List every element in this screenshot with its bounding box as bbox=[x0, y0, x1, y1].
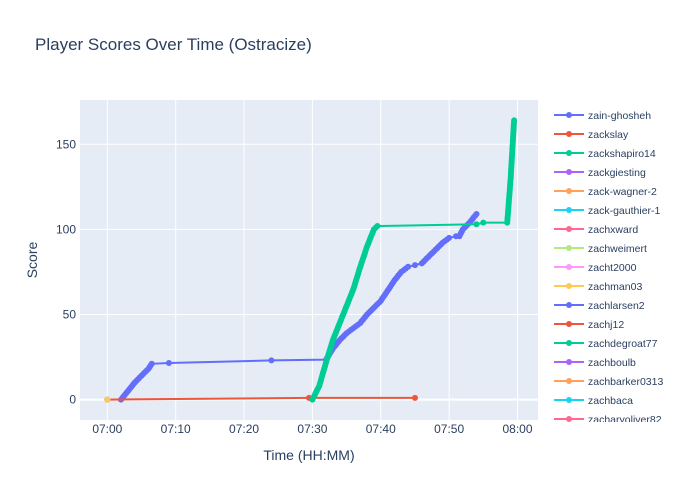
legend-marker bbox=[566, 188, 572, 194]
legend-item[interactable]: zackslay bbox=[554, 129, 629, 141]
legend-item[interactable]: zachbarker0313 bbox=[554, 376, 663, 388]
legend-item[interactable]: zacht2000 bbox=[554, 262, 637, 274]
legend-marker bbox=[566, 150, 572, 156]
legend-item[interactable]: zachdegroat77 bbox=[554, 338, 658, 350]
data-point[interactable] bbox=[405, 263, 412, 270]
legend-item[interactable]: zack-gauthier-1 bbox=[554, 205, 661, 217]
series-zain-ghosheh[interactable] bbox=[118, 211, 480, 403]
legend-marker bbox=[566, 340, 572, 346]
data-point[interactable] bbox=[374, 223, 381, 229]
data-point[interactable] bbox=[148, 360, 155, 367]
legend-label: zachdegroat77 bbox=[588, 338, 658, 350]
data-point[interactable] bbox=[165, 360, 172, 366]
legend-label: zacharyoliver82 bbox=[588, 414, 662, 426]
y-tick-label: 50 bbox=[63, 307, 77, 321]
y-tick-label: 0 bbox=[69, 393, 76, 407]
x-axis: 07:00 07:10 07:20 07:30 07:40 07:50 08:00 bbox=[92, 422, 533, 436]
data-point[interactable] bbox=[412, 262, 418, 269]
data-point[interactable] bbox=[104, 396, 111, 403]
legend-item[interactable]: zackshapiro14 bbox=[554, 148, 656, 160]
legend-marker bbox=[566, 378, 572, 384]
data-point[interactable] bbox=[473, 221, 480, 228]
legend-label: zachlarsen2 bbox=[588, 300, 645, 312]
y-tick-label: 150 bbox=[56, 137, 76, 151]
legend-item[interactable]: zachman03 bbox=[554, 281, 642, 293]
legend-label: zachboulb bbox=[588, 357, 636, 369]
legend-label: zack-wagner-2 bbox=[588, 186, 657, 198]
legend-item[interactable]: zachweimert bbox=[554, 243, 647, 255]
legend-marker bbox=[566, 131, 572, 137]
legend-item[interactable]: zack-wagner-2 bbox=[554, 186, 657, 198]
legend-marker bbox=[566, 226, 572, 232]
legend[interactable]: zain-ghosheh zackslay zackshapiro14 zackgie… bbox=[554, 110, 663, 426]
plot-area bbox=[80, 100, 538, 420]
legend-label: zackgiesting bbox=[588, 167, 646, 179]
legend-label: zachj12 bbox=[588, 319, 624, 331]
x-tick-label: 07:20 bbox=[229, 422, 259, 436]
x-tick-label: 07:00 bbox=[92, 422, 122, 436]
y-axis-title: Score bbox=[24, 242, 40, 279]
legend-label: zachbaca bbox=[588, 395, 633, 407]
legend-item[interactable]: zachj12 bbox=[554, 319, 624, 331]
data-point[interactable] bbox=[446, 234, 453, 241]
legend-marker bbox=[566, 207, 572, 213]
data-point[interactable] bbox=[511, 117, 518, 124]
legend-marker bbox=[566, 397, 572, 403]
legend-marker bbox=[566, 321, 572, 327]
legend-marker bbox=[566, 245, 572, 251]
x-tick-label: 07:50 bbox=[434, 422, 464, 436]
data-point[interactable] bbox=[480, 219, 487, 226]
series-layer bbox=[104, 117, 518, 403]
data-point[interactable] bbox=[412, 394, 418, 401]
legend-label: zachxward bbox=[588, 224, 638, 236]
legend-marker bbox=[566, 264, 572, 270]
legend-label: zachbarker0313 bbox=[588, 376, 663, 388]
legend-label: zackslay bbox=[588, 129, 629, 141]
legend-item[interactable]: zackgiesting bbox=[554, 167, 646, 179]
legend-marker bbox=[566, 169, 572, 175]
data-point[interactable] bbox=[473, 211, 480, 217]
chart-title: Player Scores Over Time (Ostracize) bbox=[35, 35, 312, 54]
x-tick-label: 07:10 bbox=[161, 422, 191, 436]
legend-item[interactable]: zacharyoliver82 bbox=[554, 414, 662, 426]
legend-item[interactable]: zachlarsen2 bbox=[554, 300, 645, 312]
legend-item[interactable]: zain-ghosheh bbox=[554, 110, 651, 122]
x-tick-label: 07:30 bbox=[297, 422, 327, 436]
x-tick-label: 08:00 bbox=[502, 422, 532, 436]
legend-label: zachweimert bbox=[588, 243, 647, 255]
legend-label: zacht2000 bbox=[588, 262, 637, 274]
y-tick-label: 100 bbox=[56, 222, 76, 236]
legend-marker bbox=[566, 302, 572, 308]
legend-label: zachman03 bbox=[588, 281, 642, 293]
legend-item[interactable]: zachxward bbox=[554, 224, 638, 236]
legend-marker bbox=[566, 283, 572, 289]
x-axis-title: Time (HH:MM) bbox=[263, 447, 354, 463]
series-zackshapiro14[interactable] bbox=[309, 117, 518, 403]
data-point[interactable] bbox=[268, 357, 275, 364]
legend-label: zack-gauthier-1 bbox=[588, 205, 661, 217]
y-axis: 0 50 100 150 bbox=[56, 137, 76, 406]
legend-marker bbox=[566, 416, 572, 422]
x-tick-label: 07:40 bbox=[366, 422, 396, 436]
legend-item[interactable]: zachbaca bbox=[554, 395, 633, 407]
legend-marker bbox=[566, 359, 572, 365]
legend-label: zackshapiro14 bbox=[588, 148, 656, 160]
legend-item[interactable]: zachboulb bbox=[554, 357, 636, 369]
series-zachman03[interactable] bbox=[104, 396, 111, 403]
legend-label: zain-ghosheh bbox=[588, 110, 651, 122]
legend-marker bbox=[566, 112, 572, 118]
